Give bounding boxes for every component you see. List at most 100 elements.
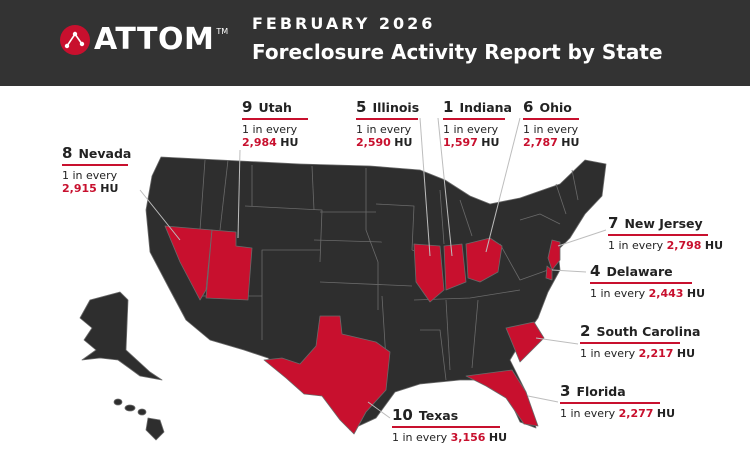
state-nevada [164,225,213,301]
rank-number: 6 [523,98,534,116]
leader-line-indiana [437,117,453,257]
rank-number: 3 [560,382,571,400]
state-border [244,205,323,263]
state-delaware [545,265,553,281]
state-border [471,299,479,369]
rank-number: 4 [590,262,601,280]
state-illinois [413,243,445,303]
rank-number: 9 [242,98,253,116]
rate-unit: HU [100,181,119,195]
state-new-jersey [547,239,561,271]
state-border [420,329,447,381]
rate-value: 2,787 [523,135,558,149]
leader-line-nevada [139,189,181,241]
rate-prefix: 1 in every [242,122,298,136]
rate-unit: HU [656,406,676,420]
state-label-illinois: 5 Illinois 1 in every 2,590 HU [356,98,419,149]
rate-value: 3,156 [450,430,486,444]
rate-unit: HU [488,430,508,444]
rank-number: 5 [356,98,367,116]
state-florida [465,369,539,427]
state-name: Delaware [606,264,673,279]
rate-value: 2,443 [648,286,684,300]
state-label-utah: 9 Utah 1 in every 2,984 HU [242,98,308,149]
state-border [375,203,415,251]
state-border [555,183,567,215]
leader-line-delaware [551,269,587,273]
state-border [219,159,229,231]
state-border [445,299,451,371]
rate-prefix: 1 in every [580,346,636,360]
state-border [319,281,413,287]
state-label-delaware: 4 Delaware 1 in every 2,443 HU [590,262,705,300]
state-hawaii [113,398,165,441]
state-border [311,165,315,211]
header-bar: ATTOM TM FEBRUARY 2026 Foreclosure Activ… [0,0,750,86]
state-alaska [79,291,163,381]
rank-number: 2 [580,322,591,340]
rank-number: 10 [392,406,413,424]
state-south-carolina [505,321,545,363]
state-name: New Jersey [624,216,703,231]
leader-line-illinois [419,117,431,257]
rate-unit: HU [686,286,706,300]
rate-prefix: 1 in every [356,122,412,136]
rate-unit: HU [676,346,696,360]
state-name: Texas [418,408,459,423]
rate-value: 2,984 [242,135,277,149]
rate-prefix: 1 in every [392,430,448,444]
state-label-south-carolina: 2 South Carolina 1 in every 2,217 HU [580,322,700,360]
rate-value: 2,915 [62,181,97,195]
state-indiana [443,243,467,291]
rate-unit: HU [280,135,299,149]
state-border [459,199,473,237]
rate-prefix: 1 in every [523,122,579,136]
leader-line-new-jersey [557,229,607,247]
attom-globe-icon [60,24,90,55]
rate-value: 2,277 [618,406,654,420]
report-title: Foreclosure Activity Report by State [252,40,663,64]
rate-prefix: 1 in every [443,122,499,136]
rate-unit: HU [704,238,724,252]
state-name: South Carolina [596,324,701,339]
state-border [519,213,561,225]
state-name: Florida [576,384,626,399]
rate-prefix: 1 in every [608,238,664,252]
rate-prefix: 1 in every [590,286,646,300]
attom-logo: ATTOM TM [60,22,228,57]
rate-unit: HU [481,135,500,149]
leader-line-south-carolina [535,337,579,345]
rate-unit: HU [394,135,413,149]
state-utah [205,229,253,301]
state-label-new-jersey: 7 New Jersey 1 in every 2,798 HU [608,214,723,252]
state-border [365,168,379,310]
state-name: Illinois [372,100,420,115]
trademark: TM [216,27,229,36]
state-name: Indiana [459,100,512,115]
brand-name: ATTOM [94,22,215,57]
rate-unit: HU [561,135,580,149]
state-name: Ohio [539,100,572,115]
rate-prefix: 1 in every [560,406,616,420]
rate-prefix: 1 in every [62,168,118,182]
state-label-indiana: 1 Indiana 1 in every 1,597 HU [443,98,512,149]
us-states-map [79,117,607,441]
state-label-nevada: 8 Nevada 1 in every 2,915 HU [62,144,131,195]
state-label-florida: 3 Florida 1 in every 2,277 HU [560,382,675,420]
state-name: Utah [258,100,292,115]
report-month: FEBRUARY 2026 [252,14,436,33]
rank-number: 8 [62,144,73,162]
leader-line-texas [367,401,391,419]
state-name: Nevada [78,146,132,161]
rate-value: 2,798 [666,238,702,252]
state-border [313,239,383,243]
state-border [571,169,579,201]
state-border [499,243,549,281]
rank-number: 1 [443,98,454,116]
leader-line-utah [237,149,241,239]
rate-value: 1,597 [443,135,478,149]
rate-value: 2,590 [356,135,391,149]
leader-line-ohio [485,117,521,253]
state-border [439,189,445,245]
state-label-ohio: 6 Ohio 1 in every 2,787 HU [523,98,579,149]
